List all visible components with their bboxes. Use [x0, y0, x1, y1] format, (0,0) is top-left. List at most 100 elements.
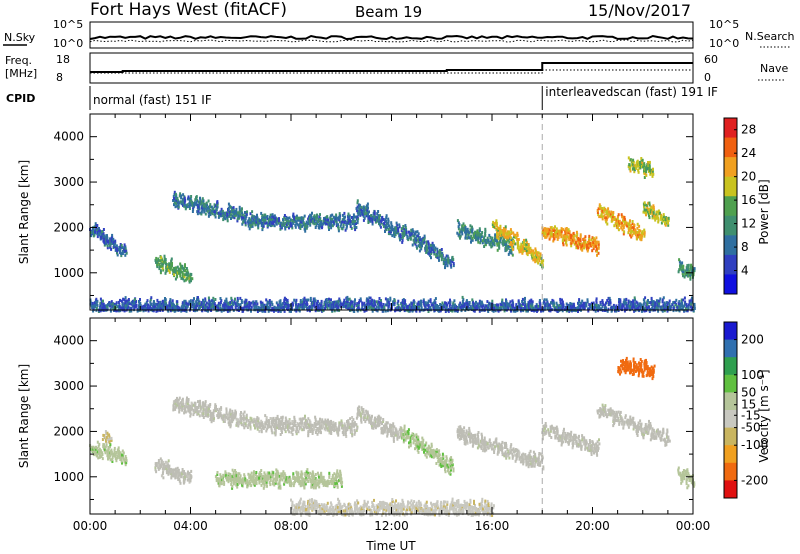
- echo-cell: [597, 244, 600, 248]
- echo-cell: [577, 307, 580, 311]
- echo-cell: [271, 213, 274, 217]
- echo-cell: [215, 309, 218, 313]
- echo-cell: [342, 303, 344, 307]
- echo-cell: [175, 470, 178, 474]
- echo-cell: [107, 303, 110, 307]
- nave-label: Nave: [760, 62, 788, 75]
- echo-cell: [502, 239, 505, 243]
- echo-cell: [561, 239, 564, 243]
- echo-cell: [186, 205, 189, 209]
- echo-cell: [625, 221, 628, 225]
- echo-cell: [427, 240, 430, 244]
- echo-cell: [451, 255, 454, 259]
- echo-cell: [188, 471, 191, 475]
- echo-cell: [196, 298, 198, 302]
- echo-cell: [116, 251, 118, 255]
- echo-cell: [559, 229, 562, 233]
- echo-cell: [184, 263, 186, 267]
- echo-cell: [144, 302, 147, 306]
- echo-cell: [356, 201, 359, 205]
- echo-cell: [258, 306, 261, 310]
- echo-cell: [672, 307, 675, 310]
- echo-cell: [219, 210, 222, 214]
- echo-cell: [384, 297, 387, 301]
- echo-cell: [335, 218, 338, 222]
- echo-cell: [344, 228, 347, 232]
- colorbar-tick-label: 4: [741, 264, 749, 278]
- echo-cell: [693, 269, 696, 273]
- echo-cell: [652, 204, 655, 208]
- echo-cell: [211, 298, 214, 302]
- echo-cell: [633, 168, 636, 172]
- echo-cell: [428, 250, 431, 254]
- echo-cell: [391, 234, 394, 238]
- echo-cell: [222, 218, 225, 222]
- echo-cell: [295, 216, 298, 220]
- echo-cell: [503, 237, 505, 241]
- echo-cell: [110, 452, 113, 456]
- echo-cell: [323, 217, 325, 220]
- echo-cell: [273, 307, 276, 311]
- echo-cell: [484, 243, 487, 247]
- echo-cell: [632, 301, 635, 305]
- echo-cell: [190, 279, 192, 283]
- echo-cell: [568, 306, 570, 310]
- echo-cell: [107, 447, 110, 451]
- echo-cell: [533, 309, 536, 313]
- echo-cell: [382, 218, 385, 221]
- echo-cell: [194, 401, 197, 405]
- echo-cell: [620, 213, 623, 217]
- echo-cell: [564, 236, 567, 239]
- echo-cell: [358, 207, 361, 211]
- echo-cell: [637, 303, 639, 307]
- echo-cell: [505, 246, 507, 250]
- echo-cell: [520, 306, 523, 310]
- echo-cell: [514, 233, 517, 237]
- echo-cell: [516, 240, 519, 244]
- echo-cell: [158, 263, 161, 267]
- echo-cell: [110, 238, 113, 242]
- echo-cell: [572, 306, 575, 310]
- echo-cell: [688, 273, 691, 277]
- echo-cell: [404, 224, 407, 227]
- echo-cell: [226, 213, 229, 217]
- echo-cell: [428, 246, 431, 250]
- echo-cell: [478, 305, 481, 309]
- echo-cell: [678, 258, 681, 262]
- echo-cell: [652, 206, 655, 209]
- echo-cell: [237, 306, 240, 310]
- echo-cell: [123, 298, 126, 302]
- echo-cell: [341, 227, 344, 231]
- echo-cell: [379, 223, 382, 227]
- echo-cell: [177, 475, 180, 479]
- echo-cell: [658, 211, 661, 215]
- echo-cell: [192, 304, 195, 308]
- echo-cell: [648, 207, 651, 211]
- echo-cell: [401, 301, 404, 304]
- echo-cell: [504, 225, 507, 229]
- echo-cell: [181, 264, 184, 268]
- echo-cell: [522, 302, 525, 306]
- echo-cell: [183, 304, 186, 308]
- echo-cell: [489, 243, 492, 247]
- echo-cell: [227, 208, 230, 212]
- echo-cell: [438, 254, 441, 258]
- echo-cell: [290, 224, 293, 228]
- echo-cell: [616, 226, 619, 230]
- echo-cell: [266, 215, 269, 218]
- echo-cell: [240, 301, 243, 304]
- power-y-label: Slant Range [km]: [17, 160, 31, 264]
- echo-cell: [376, 309, 379, 313]
- echo-cell: [684, 300, 687, 304]
- echo-cell: [661, 300, 664, 304]
- echo-cell: [185, 271, 188, 275]
- echo-cell: [377, 210, 380, 213]
- echo-cell: [332, 222, 335, 226]
- echo-cell: [179, 272, 182, 276]
- echo-cell: [281, 302, 284, 306]
- echo-cell: [648, 167, 651, 170]
- echo-cell: [113, 302, 116, 306]
- echo-cell: [116, 454, 119, 458]
- echo-cell: [204, 303, 207, 307]
- echo-cell: [180, 202, 183, 206]
